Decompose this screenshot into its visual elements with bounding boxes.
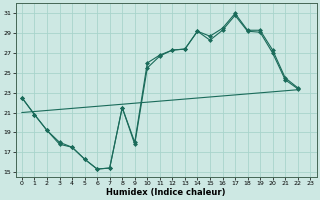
X-axis label: Humidex (Indice chaleur): Humidex (Indice chaleur)	[106, 188, 226, 197]
